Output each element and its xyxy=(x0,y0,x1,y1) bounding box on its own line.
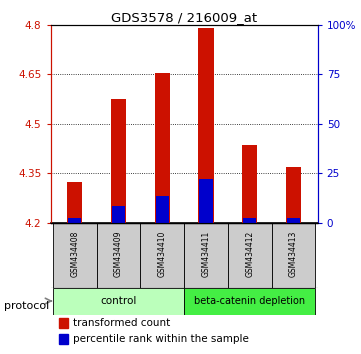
Text: control: control xyxy=(100,296,136,306)
FancyBboxPatch shape xyxy=(228,223,272,287)
Text: transformed count: transformed count xyxy=(73,318,170,328)
Text: beta-catenin depletion: beta-catenin depletion xyxy=(194,296,305,306)
FancyBboxPatch shape xyxy=(96,223,140,287)
Title: GDS3578 / 216009_at: GDS3578 / 216009_at xyxy=(111,11,257,24)
Text: GSM434411: GSM434411 xyxy=(201,230,210,277)
Bar xyxy=(111,99,126,223)
Bar xyxy=(198,28,214,223)
Bar xyxy=(287,218,300,223)
Text: GSM434410: GSM434410 xyxy=(158,230,167,277)
Bar xyxy=(243,218,256,223)
FancyBboxPatch shape xyxy=(184,223,228,287)
Text: GSM434412: GSM434412 xyxy=(245,230,254,277)
Bar xyxy=(112,206,125,223)
Bar xyxy=(200,179,213,223)
Bar xyxy=(242,145,257,223)
FancyBboxPatch shape xyxy=(140,223,184,287)
FancyBboxPatch shape xyxy=(53,287,184,314)
Text: percentile rank within the sample: percentile rank within the sample xyxy=(73,334,249,344)
Bar xyxy=(156,196,169,223)
FancyBboxPatch shape xyxy=(272,223,316,287)
Text: GSM434409: GSM434409 xyxy=(114,230,123,277)
FancyBboxPatch shape xyxy=(53,223,96,287)
FancyBboxPatch shape xyxy=(184,287,316,314)
Bar xyxy=(58,318,68,328)
Bar xyxy=(58,334,68,344)
Bar xyxy=(155,73,170,223)
Bar xyxy=(286,167,301,223)
Bar xyxy=(67,182,82,223)
Text: protocol: protocol xyxy=(4,301,49,311)
Text: GSM434413: GSM434413 xyxy=(289,230,298,277)
Text: GSM434408: GSM434408 xyxy=(70,230,79,277)
Bar xyxy=(68,218,81,223)
